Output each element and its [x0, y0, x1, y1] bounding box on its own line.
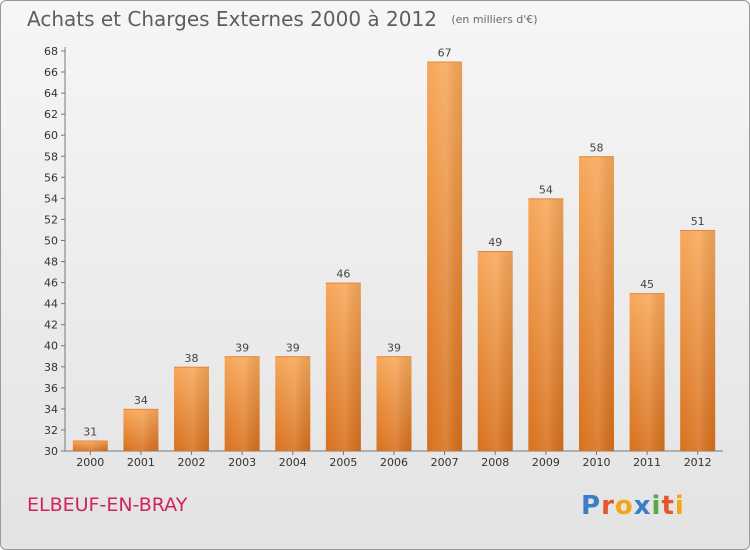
- y-tick-label: 34: [44, 403, 58, 416]
- y-tick-label: 52: [44, 213, 58, 226]
- y-tick-label: 56: [44, 171, 58, 184]
- bar-shine: [477, 251, 513, 451]
- logo-letter: o: [614, 491, 634, 521]
- bar-shine: [72, 440, 108, 451]
- y-tick-label: 32: [44, 424, 58, 437]
- bar-value-label: 54: [539, 183, 553, 196]
- y-tick-label: 36: [44, 382, 58, 395]
- y-tick-label: 42: [44, 319, 58, 332]
- x-tick-label: 2011: [633, 456, 661, 469]
- logo-letter: t: [661, 491, 675, 521]
- y-tick-label: 30: [44, 445, 58, 458]
- bar-value-label: 39: [387, 341, 401, 354]
- bar-shine: [629, 293, 665, 451]
- logo-letter: r: [601, 491, 615, 521]
- bar-value-label: 31: [83, 425, 97, 438]
- bar-shine: [275, 356, 311, 451]
- bar-shine: [427, 61, 463, 452]
- y-tick-label: 54: [44, 192, 58, 205]
- bars: 31 34 38 39 39 46 39 67 49 54 58 45 51: [72, 47, 716, 452]
- x-tick-label: 2005: [329, 456, 357, 469]
- bar-value-label: 49: [488, 236, 502, 249]
- proxiti-logo: Proxiti: [581, 491, 685, 521]
- bar-value-label: 51: [691, 215, 705, 228]
- logo-letter: P: [581, 491, 602, 521]
- x-tick-label: 2012: [684, 456, 712, 469]
- y-tick-label: 68: [44, 45, 58, 58]
- x-tick-label: 2006: [380, 456, 408, 469]
- bar-value-label: 67: [438, 47, 452, 60]
- logo-letter: i: [651, 491, 662, 521]
- y-tick-label: 66: [44, 66, 58, 79]
- bar-value-label: 46: [336, 268, 350, 281]
- bar-value-label: 39: [235, 341, 249, 354]
- y-tick-label: 46: [44, 277, 58, 290]
- bar-value-label: 58: [589, 141, 603, 154]
- bar-value-label: 39: [286, 341, 300, 354]
- x-tick-label: 2001: [127, 456, 155, 469]
- y-tick-label: 38: [44, 361, 58, 374]
- y-tick-label: 64: [44, 87, 58, 100]
- chart-title-text: Achats et Charges Externes 2000 à 2012: [27, 7, 437, 31]
- chart-title: Achats et Charges Externes 2000 à 2012 (…: [27, 7, 538, 31]
- x-tick-label: 2000: [76, 456, 104, 469]
- x-tick-label: 2010: [582, 456, 610, 469]
- y-tick-label: 40: [44, 340, 58, 353]
- y-tick-label: 62: [44, 108, 58, 121]
- bar-value-label: 45: [640, 278, 654, 291]
- bar-shine: [224, 356, 260, 451]
- logo-letter: x: [633, 491, 652, 521]
- bar-value-label: 34: [134, 394, 148, 407]
- chart-unit: (en milliers d'€): [451, 13, 538, 26]
- y-tick-label: 58: [44, 150, 58, 163]
- bar-shine: [325, 282, 361, 451]
- commune-name: ELBEUF-EN-BRAY: [27, 494, 188, 516]
- bar-shine: [528, 198, 564, 451]
- x-tick-label: 2002: [178, 456, 206, 469]
- axes: 30 32 34 36 38 40 42 44 46 48 50 52 54 56 58 60 62 64 66 68…: [44, 45, 723, 469]
- bar-shine: [174, 366, 210, 451]
- x-tick-label: 2007: [431, 456, 459, 469]
- x-tick-label: 2003: [228, 456, 256, 469]
- logo-letter: i: [674, 491, 685, 521]
- bar-shine: [680, 229, 716, 451]
- x-tick-label: 2009: [532, 456, 560, 469]
- x-tick-label: 2004: [279, 456, 307, 469]
- bar-shine: [376, 356, 412, 451]
- bar-shine: [578, 156, 614, 451]
- y-tick-label: 60: [44, 129, 58, 142]
- y-tick-label: 50: [44, 234, 58, 247]
- y-tick-label: 44: [44, 298, 58, 311]
- x-tick-label: 2008: [481, 456, 509, 469]
- y-tick-label: 48: [44, 256, 58, 269]
- bar-value-label: 38: [185, 352, 199, 365]
- bar-shine: [123, 408, 159, 451]
